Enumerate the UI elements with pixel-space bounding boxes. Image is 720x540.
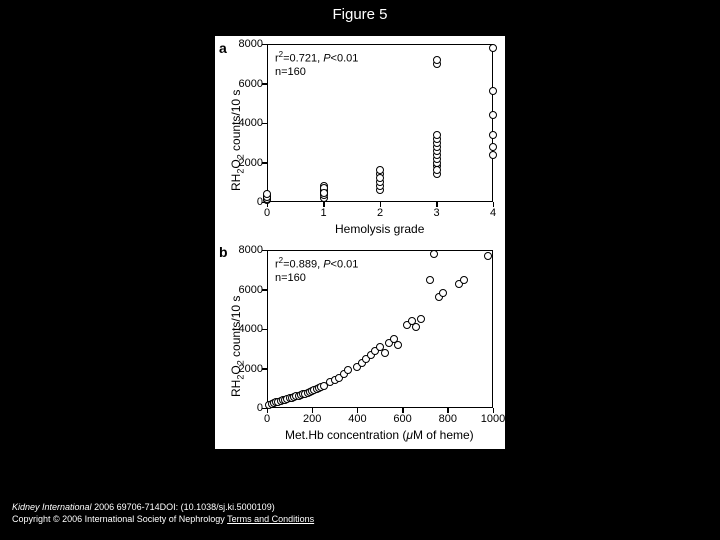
ytick-label: 6000 bbox=[233, 284, 263, 296]
data-point bbox=[433, 131, 441, 139]
data-point bbox=[439, 289, 447, 297]
data-point bbox=[489, 151, 497, 159]
data-point bbox=[381, 349, 389, 357]
ytick-label: 0 bbox=[233, 402, 263, 414]
data-point bbox=[433, 166, 441, 174]
footer-citation: Kidney International 2006 69706-714DOI: … bbox=[12, 501, 314, 514]
ytick-label: 8000 bbox=[233, 244, 263, 256]
data-point bbox=[489, 143, 497, 151]
terms-link[interactable]: Terms and Conditions bbox=[227, 514, 314, 524]
data-point bbox=[417, 315, 425, 323]
panel-a: a RH2O2 counts/10 s r2=0.721, P<0.01 n=1… bbox=[215, 36, 505, 242]
figure-container: a RH2O2 counts/10 s r2=0.721, P<0.01 n=1… bbox=[215, 36, 505, 449]
data-point bbox=[433, 56, 441, 64]
xtick-label: 0 bbox=[264, 413, 270, 425]
panel-b-xlabel: Met.Hb concentration (μM of heme) bbox=[285, 428, 474, 442]
ytick-label: 4000 bbox=[233, 117, 263, 129]
data-point bbox=[320, 189, 328, 197]
data-point bbox=[489, 131, 497, 139]
ytick-label: 2000 bbox=[233, 363, 263, 375]
panel-b-stats-n: n=160 bbox=[275, 272, 358, 285]
data-point bbox=[263, 190, 271, 198]
data-point bbox=[489, 87, 497, 95]
data-point bbox=[376, 166, 384, 174]
panel-a-stats: r2=0.721, P<0.01 n=160 bbox=[275, 50, 358, 79]
ytick-label: 8000 bbox=[233, 38, 263, 50]
data-point bbox=[489, 44, 497, 52]
footer-copyright: Copyright © 2006 International Society o… bbox=[12, 513, 314, 526]
data-point bbox=[394, 341, 402, 349]
xtick-label: 800 bbox=[439, 413, 457, 425]
panel-a-stats-r: r2=0.721, P<0.01 bbox=[275, 50, 358, 66]
footer: Kidney International 2006 69706-714DOI: … bbox=[12, 501, 314, 526]
ytick-label: 2000 bbox=[233, 157, 263, 169]
xtick-label: 200 bbox=[303, 413, 321, 425]
data-point bbox=[489, 111, 497, 119]
xtick-label: 600 bbox=[393, 413, 411, 425]
panel-a-label: a bbox=[219, 40, 227, 56]
ytick-label: 0 bbox=[233, 196, 263, 208]
xtick-label: 4 bbox=[490, 207, 496, 219]
data-point bbox=[344, 366, 352, 374]
xtick-label: 2 bbox=[377, 207, 383, 219]
panel-b-stats: r2=0.889, P<0.01 n=160 bbox=[275, 256, 358, 285]
xtick-label: 1 bbox=[320, 207, 326, 219]
figure-title: Figure 5 bbox=[332, 6, 387, 23]
panel-a-xlabel: Hemolysis grade bbox=[335, 222, 424, 236]
panel-b: b RH2O2 counts/10 s r2=0.889, P<0.01 n=1… bbox=[215, 242, 505, 449]
data-point bbox=[426, 276, 434, 284]
data-point bbox=[460, 276, 468, 284]
xtick-label: 0 bbox=[264, 207, 270, 219]
data-point bbox=[430, 250, 438, 258]
panel-b-stats-r: r2=0.889, P<0.01 bbox=[275, 256, 358, 272]
ytick-label: 6000 bbox=[233, 78, 263, 90]
panel-a-stats-n: n=160 bbox=[275, 66, 358, 79]
data-point bbox=[412, 323, 420, 331]
panel-a-ylabel: RH2O2 counts/10 s bbox=[229, 90, 245, 191]
ytick-label: 4000 bbox=[233, 323, 263, 335]
xtick-label: 400 bbox=[348, 413, 366, 425]
xtick-label: 3 bbox=[433, 207, 439, 219]
data-point bbox=[376, 174, 384, 182]
panel-b-label: b bbox=[219, 244, 228, 260]
panel-b-ylabel: RH2O2 counts/10 s bbox=[229, 296, 245, 397]
xtick-label: 1000 bbox=[481, 413, 505, 425]
data-point bbox=[484, 252, 492, 260]
